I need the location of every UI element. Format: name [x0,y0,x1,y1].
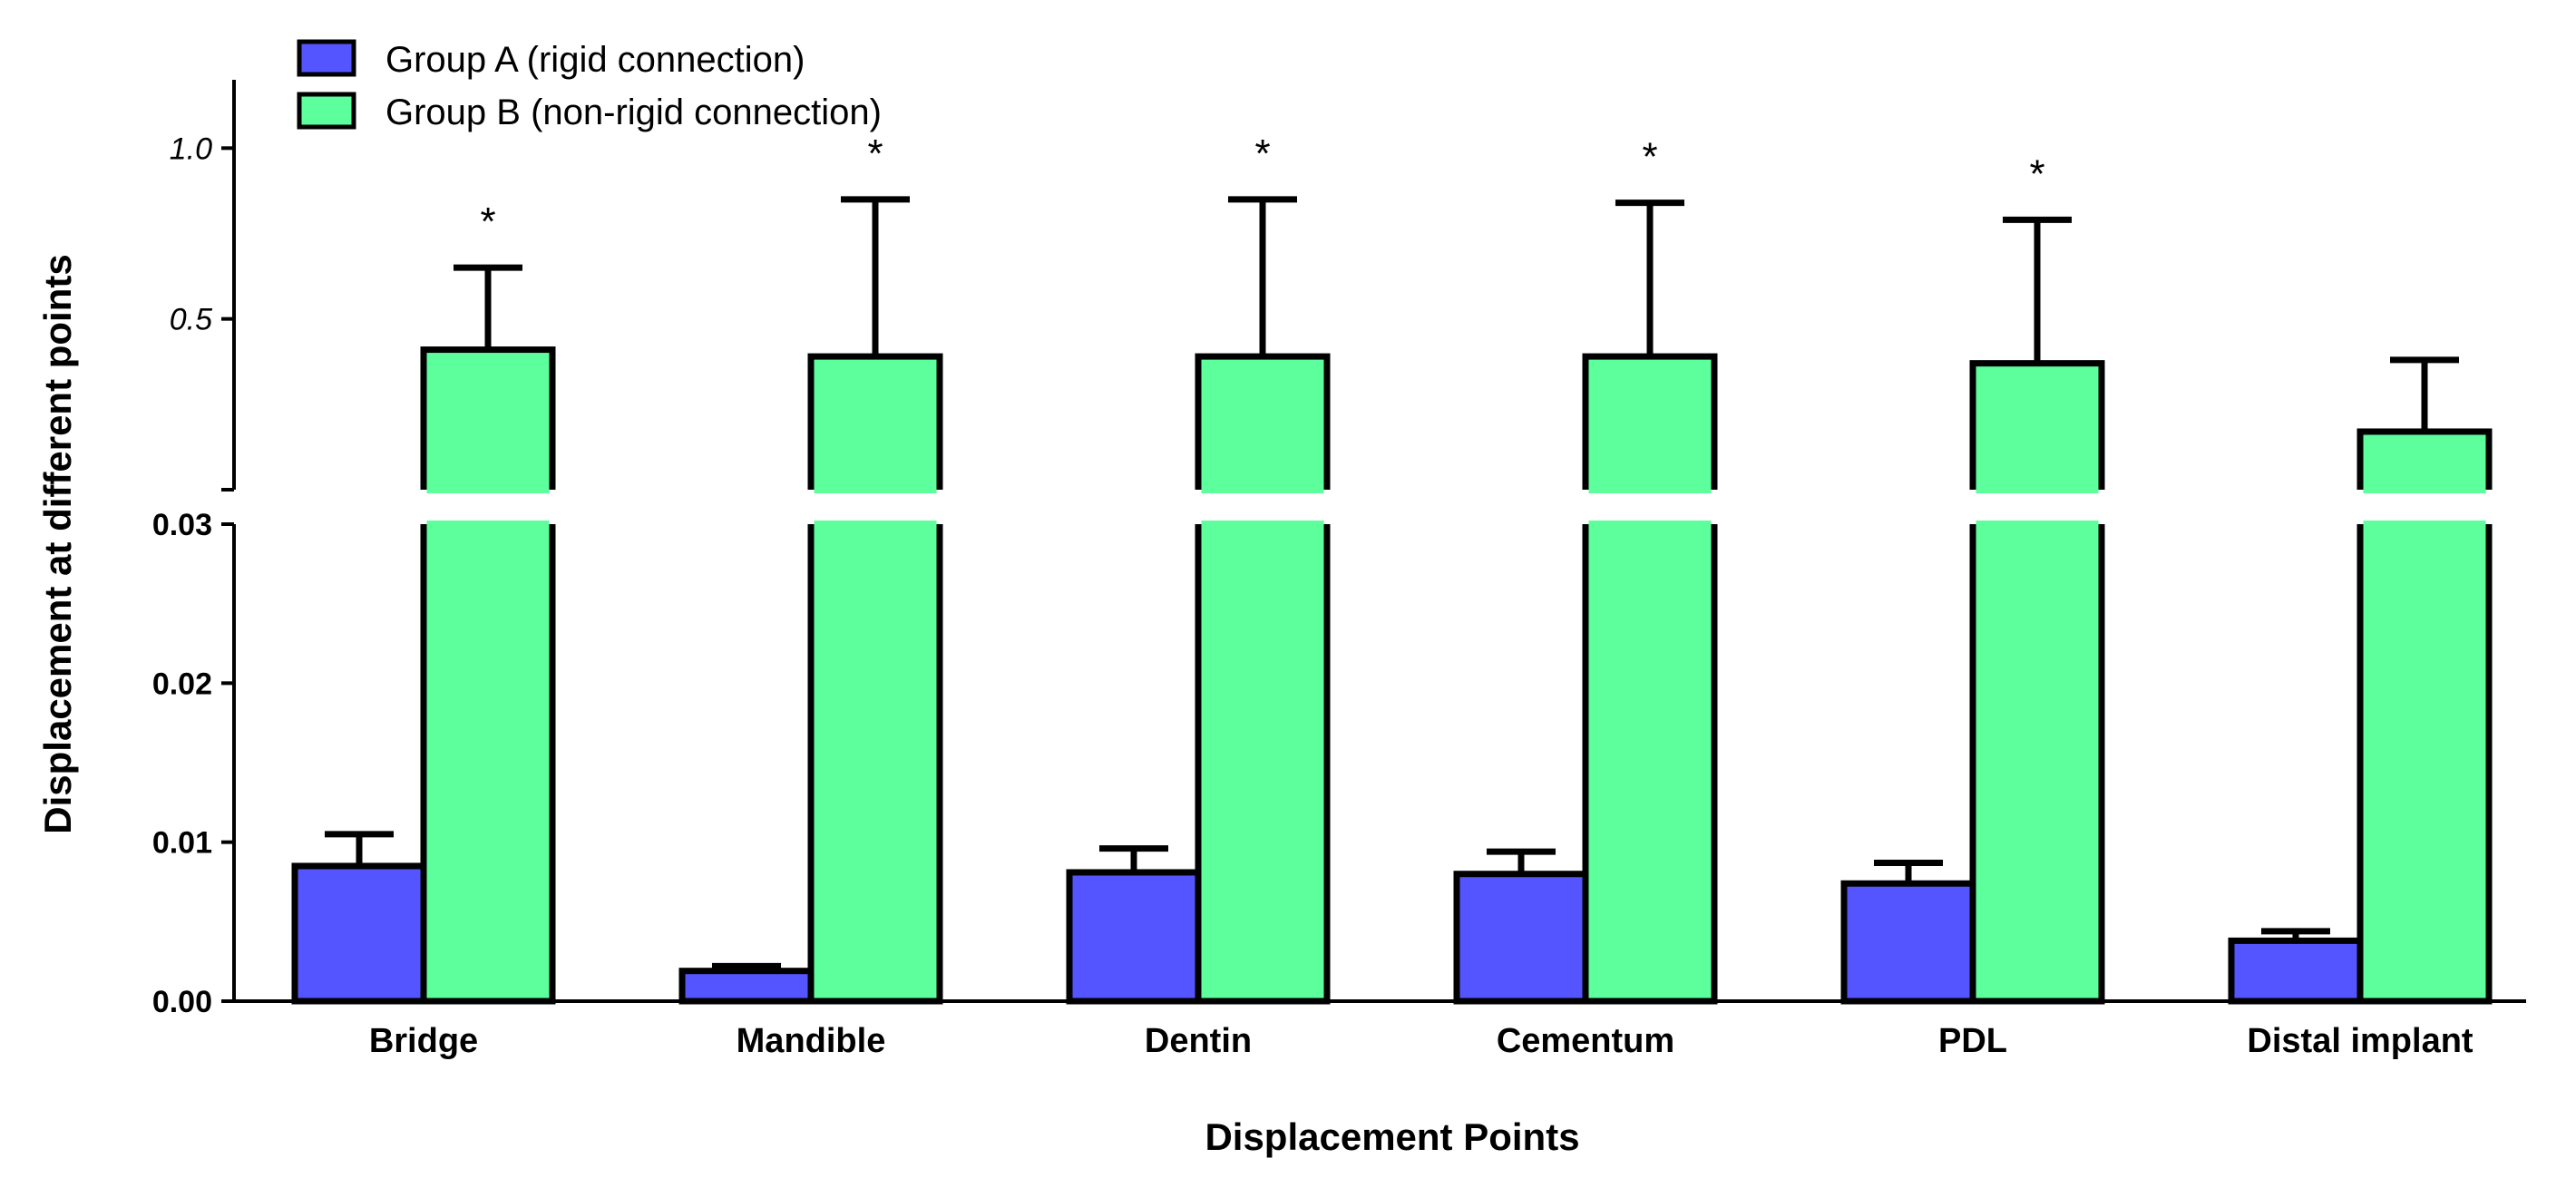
bar-break-fill [2363,521,2486,525]
bar-group-a [291,862,427,1005]
bar-break-gap [2351,490,2498,524]
axis-break [415,489,2498,525]
bar-group-a [2228,937,2364,1005]
x-category-label: Cementum [1497,1022,1674,1060]
legend-swatch-group-b [297,92,356,130]
bar-break-fill [426,489,550,493]
bar-group-b [2356,428,2493,1005]
bar-group-a [1066,869,1202,1005]
legend-label-group-a: Group A (rigid connection) [385,40,805,80]
y-tick-label: 0.03 [152,508,212,542]
bar-break-fill [426,521,550,525]
legend-swatch-group-a [297,39,356,77]
significance-star: * [1642,135,1657,180]
significance-star: * [1254,131,1270,176]
bar-group-a [1453,871,1589,1005]
significance-star: * [2029,151,2044,196]
bar-break-gap [415,490,561,524]
bar-group-b [420,346,556,1005]
significance-star: * [480,200,495,244]
bar-break-gap [802,490,949,524]
y-tick-label: 0.00 [152,985,212,1019]
y-tick-label: 0.01 [152,826,212,861]
y-ticks: 0.00 0.01 0.02 0.03 0.5 1.0 [152,131,234,1019]
bar-break-fill [1976,489,2099,493]
x-category-label: Mandible [737,1022,886,1060]
bar-group-b [807,353,943,1005]
bar-group-a [678,968,815,1005]
y-tick-label: 1.0 [170,131,212,166]
x-category-label: Distal implant [2247,1022,2473,1060]
y-tick-label: 0.5 [170,303,212,337]
x-category-label: Dentin [1145,1022,1252,1060]
bar-group-b [1969,360,2105,1005]
x-axis-title: Displacement Points [1205,1115,1579,1158]
x-category-label: PDL [1938,1022,2007,1060]
bar-break-fill [814,521,937,525]
bar-break-gap [1964,490,2111,524]
x-category-labels: Bridge Mandible Dentin Cementum PDL Distal im… [369,1022,2474,1060]
bar-break-fill [1976,521,2099,525]
bar-break-fill [1201,489,1324,493]
error-bars [325,196,2459,971]
bar-break-fill [1588,521,1712,525]
bar-group-b [1195,353,1331,1005]
bar-break-fill [1588,489,1712,493]
y-tick-label: 0.02 [152,667,212,701]
significance-star: * [867,131,883,176]
bar-group-a [1840,880,1976,1005]
bar-break-fill [814,489,937,493]
bars [291,346,2493,1005]
x-category-label: Bridge [369,1022,478,1060]
bar-break-fill [1201,521,1324,525]
legend-label-group-b: Group B (non-rigid connection) [385,92,882,132]
bar-group-b [1582,353,1718,1005]
bar-break-fill [2363,489,2486,493]
bar-break-gap [1576,490,1723,524]
axes [221,80,2526,1003]
y-axis-title: Displacement at different points [36,254,79,833]
legend: Group A (rigid connection) Group B (non-… [297,39,882,132]
significance-markers: * * * * * [480,131,2044,244]
bar-break-gap [1189,490,1336,524]
